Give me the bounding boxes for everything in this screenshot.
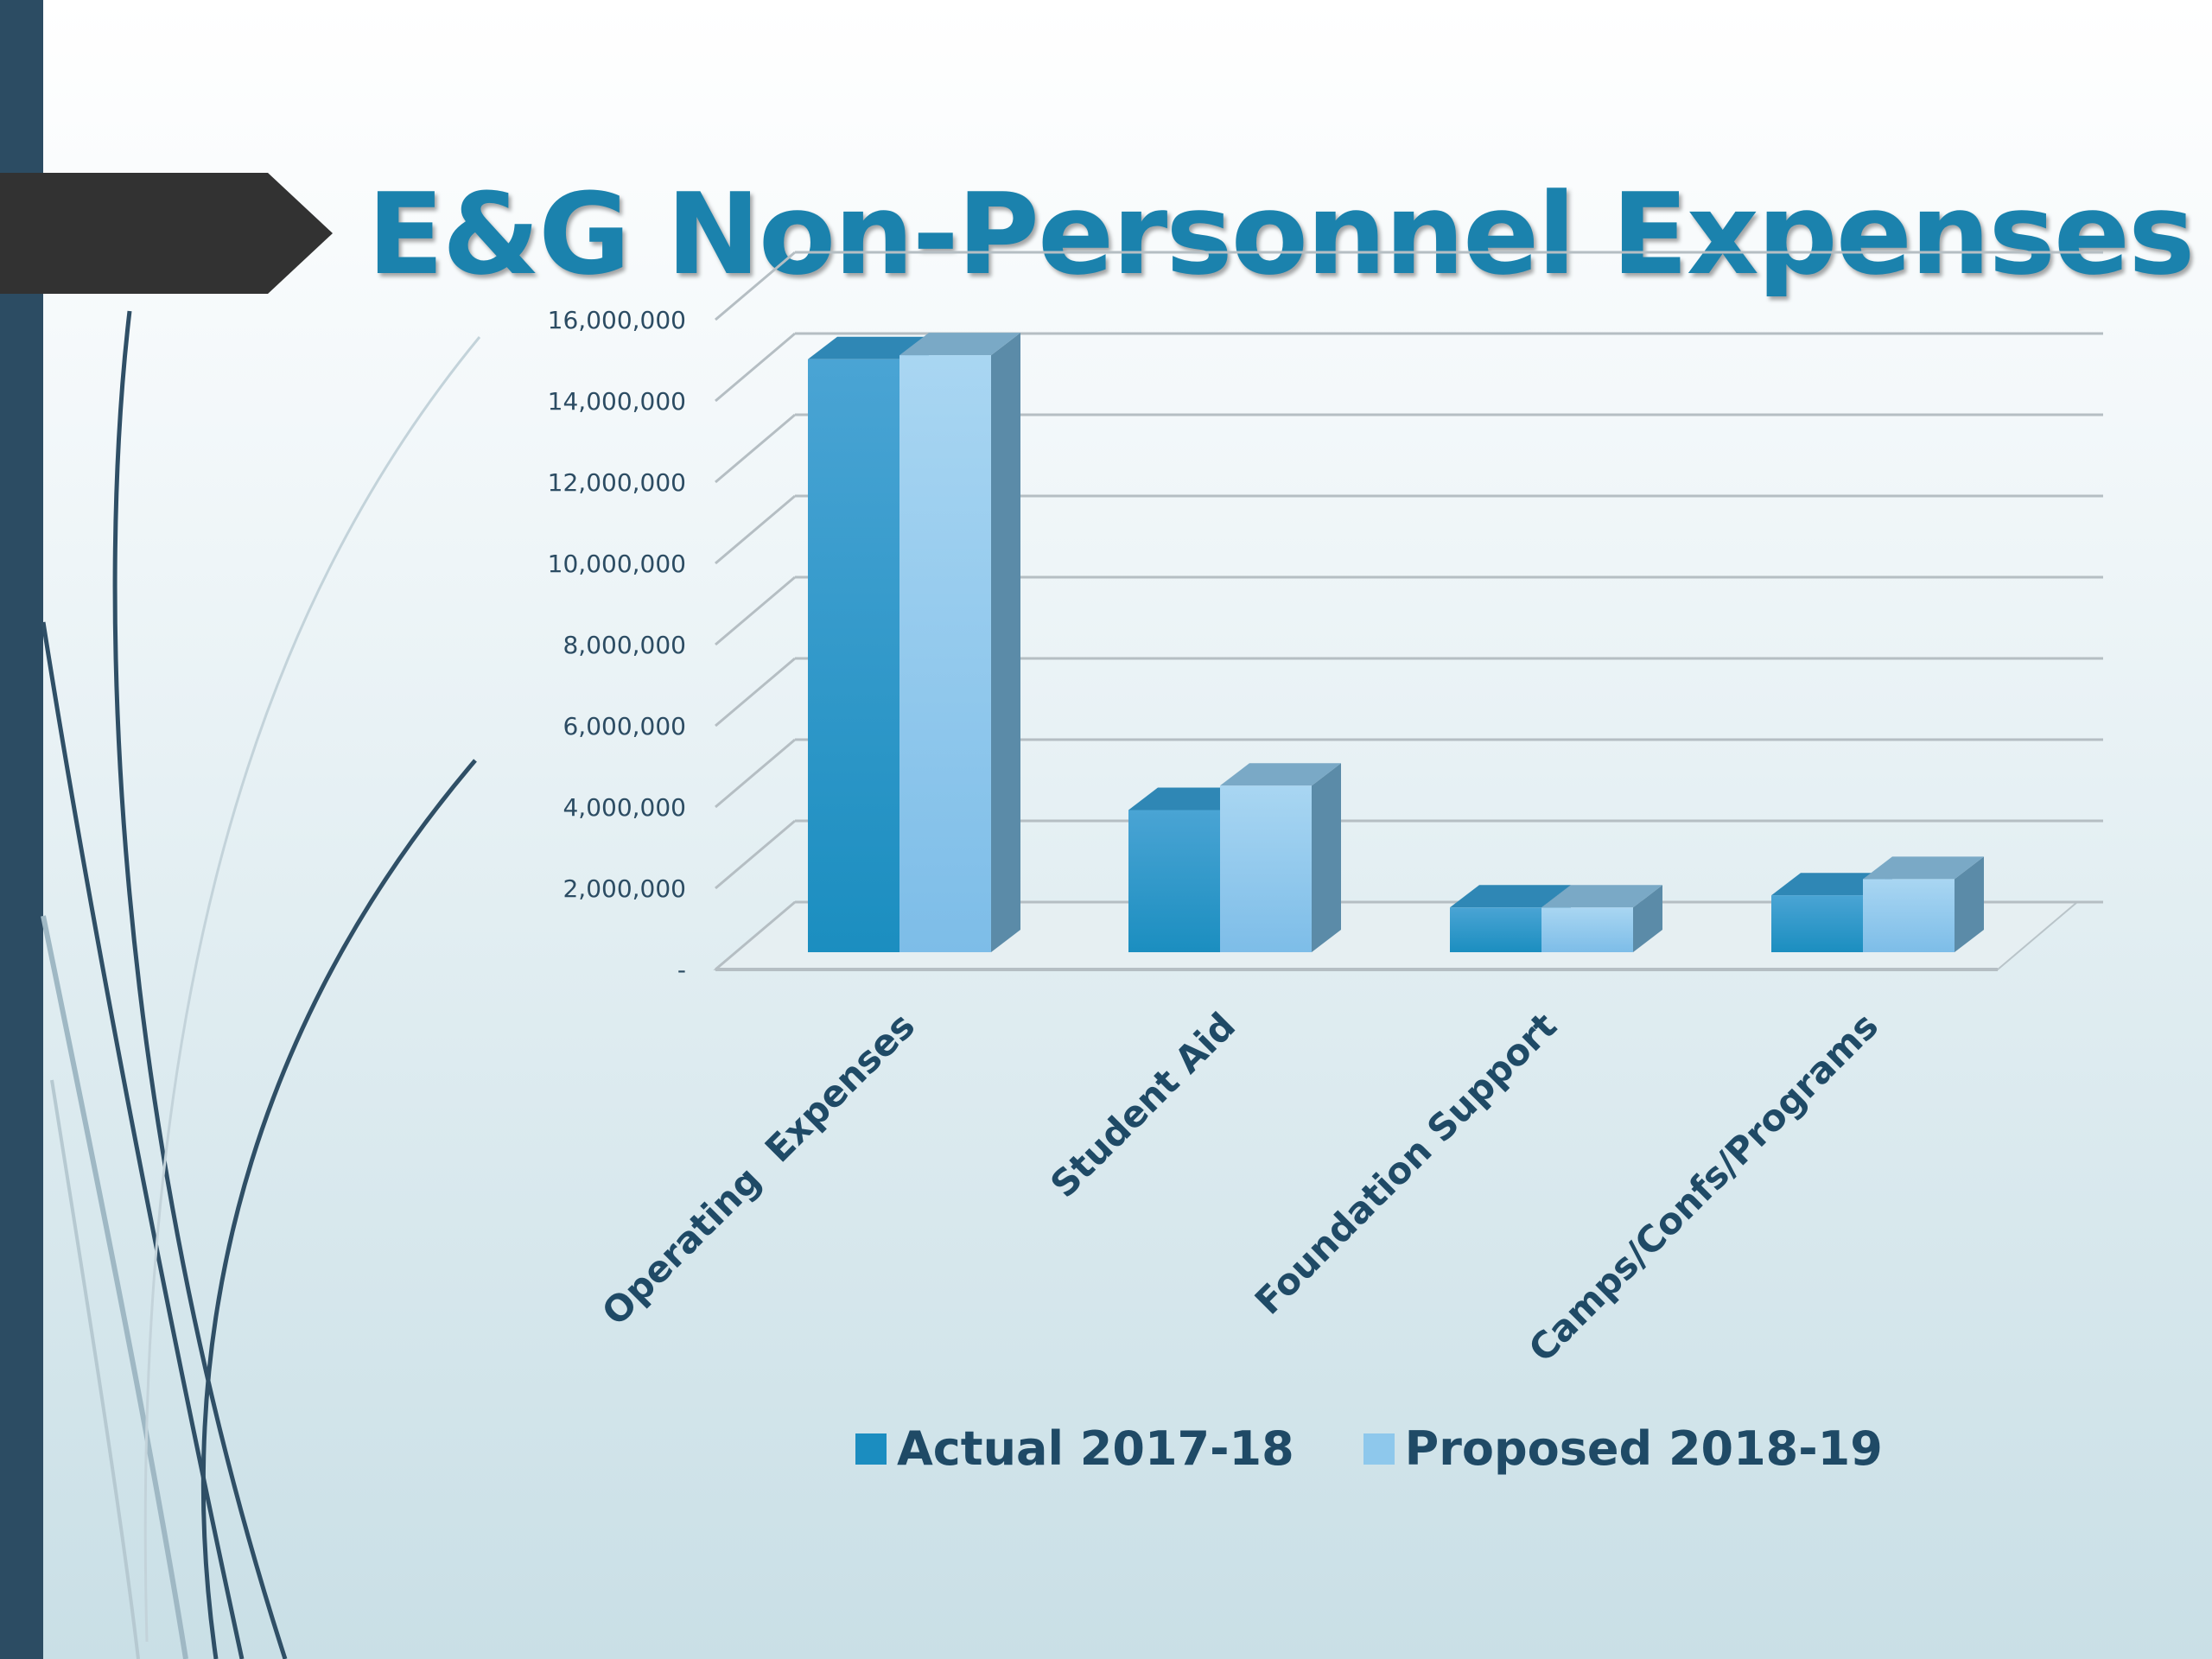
legend-swatch-proposed: [1363, 1433, 1395, 1465]
bar-top-proposed-2018-19: [899, 333, 1020, 356]
legend-item-actual: Actual 2017-18: [855, 1421, 1294, 1476]
legend-item-proposed: Proposed 2018-19: [1363, 1421, 1883, 1476]
legend-label-actual: Actual 2017-18: [897, 1421, 1294, 1476]
bar-actual-2017-18: [1128, 810, 1220, 952]
x-category-label: Student Aid: [1042, 1004, 1243, 1205]
bar-actual-2017-18: [808, 359, 899, 952]
legend-label-proposed: Proposed 2018-19: [1404, 1421, 1883, 1476]
bar-side-proposed-2018-19: [1633, 885, 1662, 952]
bar-side-proposed-2018-19: [991, 333, 1020, 953]
bar-top-actual-2017-18: [1771, 873, 1892, 896]
side-wall-line: [715, 332, 796, 403]
x-category-label: Operating Expenses: [594, 1004, 923, 1333]
side-wall-line: [715, 413, 796, 484]
bar-actual-2017-18: [1450, 907, 1541, 952]
side-wall-line: [715, 251, 796, 321]
y-tick-label: 10,000,000: [548, 550, 686, 578]
bar-top-proposed-2018-19: [1541, 885, 1662, 908]
bar-proposed-2018-19: [1863, 879, 1955, 952]
y-tick-label: 8,000,000: [563, 631, 686, 659]
side-wall-line: [715, 819, 796, 890]
bar-proposed-2018-19: [1220, 785, 1312, 952]
bar-proposed-2018-19: [1541, 907, 1633, 952]
y-tick-label: 12,000,000: [548, 468, 686, 497]
bar-top-actual-2017-18: [1128, 787, 1249, 810]
x-category-label: Camps/Confs/Programs: [1521, 1004, 1886, 1370]
bar-top-actual-2017-18: [1450, 885, 1571, 908]
bar-actual-2017-18: [1771, 895, 1863, 952]
y-tick-label: 2,000,000: [563, 874, 686, 903]
bar-proposed-2018-19: [899, 355, 991, 953]
y-tick-label: 4,000,000: [563, 793, 686, 822]
bar-top-actual-2017-18: [808, 336, 929, 359]
x-category-label: Foundation Support: [1247, 1004, 1565, 1322]
side-wall-line: [715, 657, 796, 728]
y-tick-label: 14,000,000: [548, 387, 686, 416]
side-wall-line: [715, 494, 796, 565]
side-wall-line: [715, 738, 796, 809]
side-wall-line: [715, 900, 796, 971]
slide-title: E&G Non-Personnel Expenses: [367, 168, 2195, 300]
side-wall-line: [715, 575, 796, 646]
legend-swatch-actual: [855, 1433, 887, 1465]
bar-top-proposed-2018-19: [1863, 856, 1984, 880]
y-tick-label: -: [677, 956, 686, 984]
bar-side-proposed-2018-19: [1955, 856, 1984, 952]
y-tick-label: 6,000,000: [563, 712, 686, 741]
bar-side-proposed-2018-19: [1312, 763, 1341, 952]
chart-legend: Actual 2017-18 Proposed 2018-19: [855, 1421, 1952, 1476]
bar-top-proposed-2018-19: [1220, 763, 1341, 786]
title-arrow-banner: [0, 173, 333, 294]
y-tick-label: 16,000,000: [548, 306, 686, 334]
